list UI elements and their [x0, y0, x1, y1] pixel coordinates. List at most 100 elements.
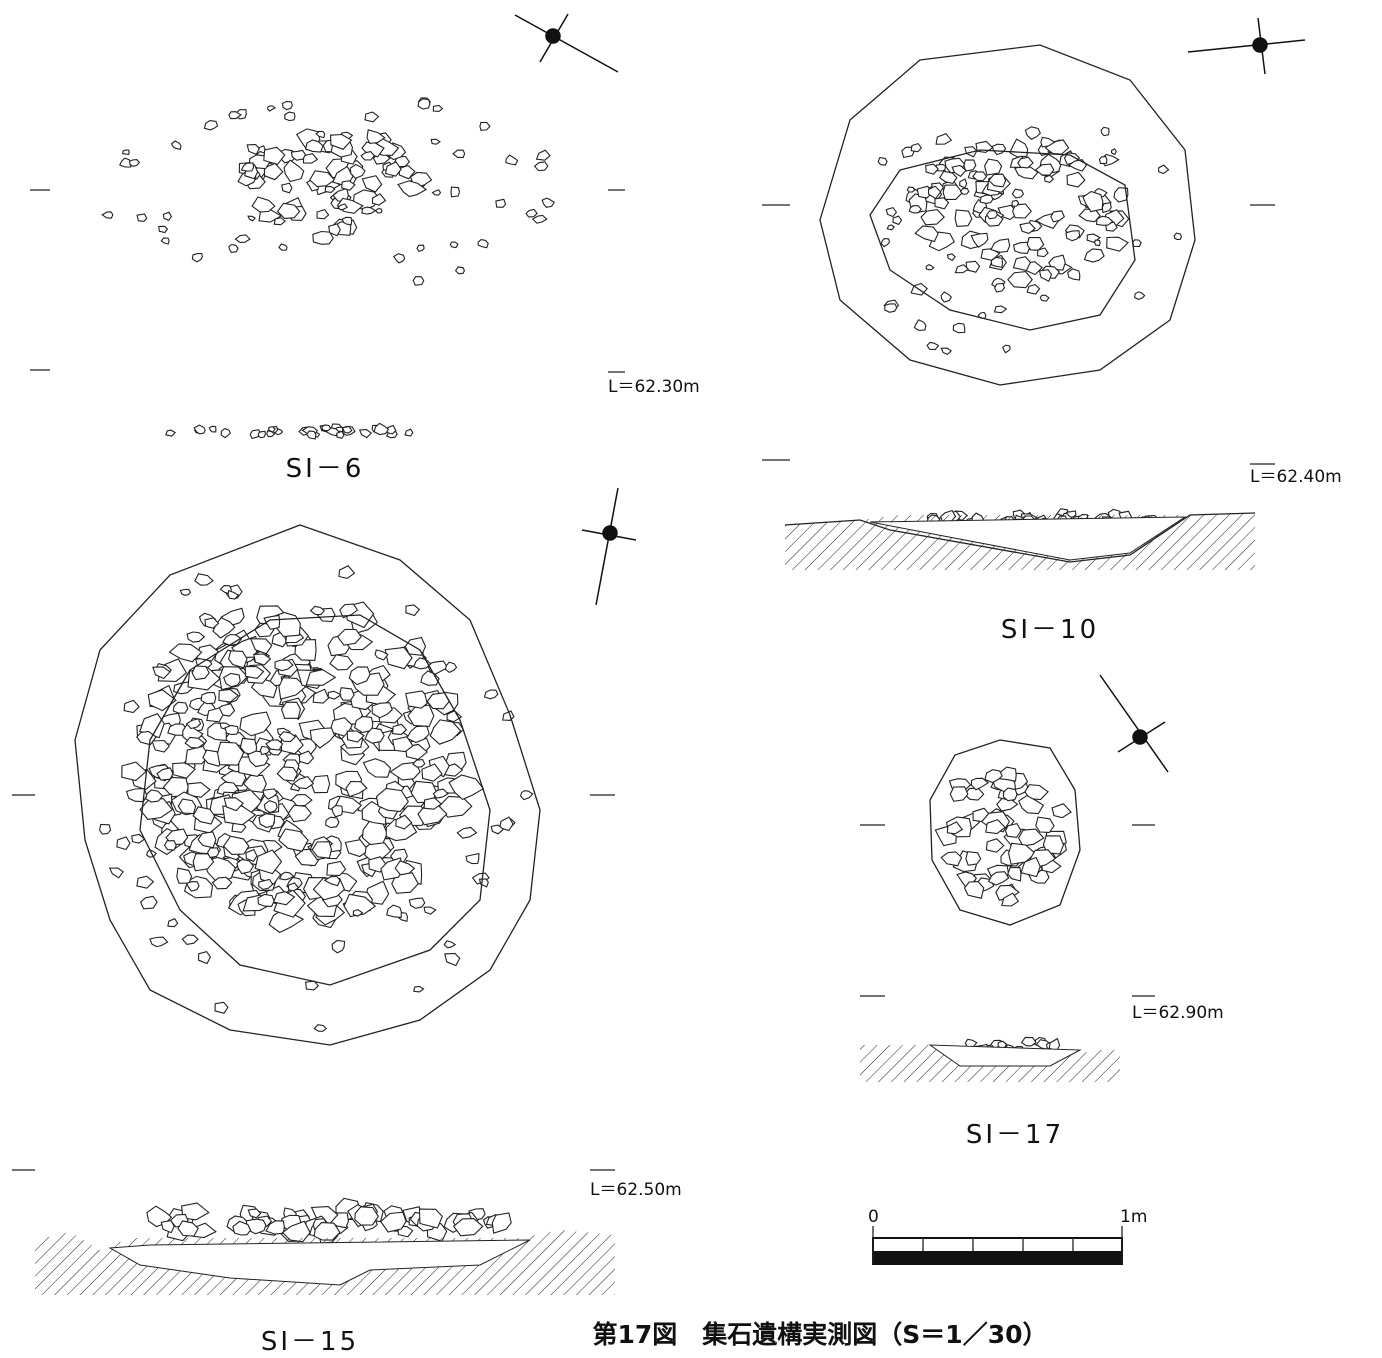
stone — [966, 852, 981, 866]
stone — [137, 876, 154, 888]
stone — [893, 216, 902, 224]
stone — [268, 106, 275, 111]
stone — [914, 320, 926, 331]
stone — [117, 837, 130, 850]
stone — [881, 239, 889, 247]
stone — [444, 941, 455, 948]
stone — [282, 183, 292, 193]
stone — [376, 209, 383, 213]
stone — [485, 690, 498, 699]
stone — [165, 841, 177, 850]
stone — [950, 787, 968, 802]
stone — [279, 829, 308, 851]
stone — [326, 817, 339, 827]
stone — [446, 662, 457, 672]
stone — [394, 254, 405, 263]
stone — [1085, 249, 1105, 262]
stone — [1102, 203, 1111, 213]
stone — [492, 1213, 511, 1233]
stone — [285, 112, 295, 121]
stone — [284, 160, 304, 181]
stone — [986, 839, 1003, 852]
stone — [451, 187, 459, 197]
stone — [313, 689, 328, 703]
stone — [166, 430, 175, 436]
stone — [1099, 157, 1107, 164]
stone — [340, 688, 355, 701]
stone — [966, 261, 979, 272]
stone — [1174, 233, 1181, 239]
stone — [1010, 139, 1028, 157]
stone — [141, 896, 158, 909]
stone — [414, 986, 424, 992]
scale-end: 1m — [1120, 1207, 1147, 1227]
stone — [941, 852, 961, 866]
stone — [124, 700, 139, 712]
stone — [130, 160, 140, 167]
stone — [496, 199, 506, 207]
stone — [911, 144, 921, 152]
stone — [258, 431, 265, 437]
stone — [960, 179, 967, 188]
stone — [1066, 231, 1080, 241]
stone — [283, 101, 293, 109]
stone — [480, 879, 489, 887]
stone — [282, 702, 301, 718]
stone — [433, 105, 442, 111]
stone — [1006, 824, 1021, 838]
stone — [941, 348, 951, 354]
stone — [926, 265, 934, 270]
stone — [506, 155, 518, 165]
stone — [1036, 817, 1054, 832]
stone — [161, 238, 169, 244]
stone — [1051, 211, 1064, 222]
feature-label: SI－15 — [261, 1327, 359, 1357]
stone — [1068, 269, 1080, 280]
stone — [907, 187, 914, 192]
stone — [1022, 1037, 1036, 1045]
stone — [328, 691, 341, 699]
stone — [274, 218, 285, 225]
stone — [450, 242, 458, 248]
stone — [526, 210, 537, 217]
stone — [1095, 240, 1101, 245]
stone — [221, 429, 230, 438]
stone — [533, 215, 547, 223]
stone — [941, 292, 951, 302]
stone — [337, 431, 344, 438]
stone — [456, 267, 465, 274]
stone — [985, 159, 1002, 175]
stone — [405, 638, 425, 656]
stone — [1027, 238, 1043, 251]
stone — [1040, 270, 1052, 282]
stone — [1040, 295, 1049, 301]
stone — [229, 245, 238, 253]
stone — [236, 235, 250, 243]
stone — [457, 827, 476, 838]
stone — [413, 760, 425, 768]
stone — [306, 670, 335, 686]
stone — [1025, 127, 1040, 140]
stone — [313, 232, 333, 245]
level: L＝62.30m — [608, 377, 700, 397]
stone — [1159, 165, 1169, 173]
figure: L＝62.30m SI－6 L＝62.40m SI－10 L＝62.50m SI… — [0, 0, 1382, 1358]
stone — [1012, 189, 1023, 198]
stone — [1052, 804, 1071, 818]
stone — [201, 693, 216, 704]
stone — [100, 824, 111, 834]
stone — [330, 655, 353, 670]
caption: 第17図 集石遺構実測図（S＝1／30） — [593, 1320, 1048, 1349]
stone — [339, 566, 354, 579]
stone — [433, 190, 441, 195]
stone — [466, 854, 479, 864]
stone — [258, 895, 274, 907]
level: L＝62.50m — [590, 1180, 682, 1200]
stone — [173, 702, 188, 713]
stone — [102, 212, 113, 218]
stone — [991, 258, 1002, 268]
stone — [445, 953, 460, 965]
stone — [940, 171, 957, 183]
stone — [909, 206, 921, 213]
stone — [542, 198, 554, 207]
